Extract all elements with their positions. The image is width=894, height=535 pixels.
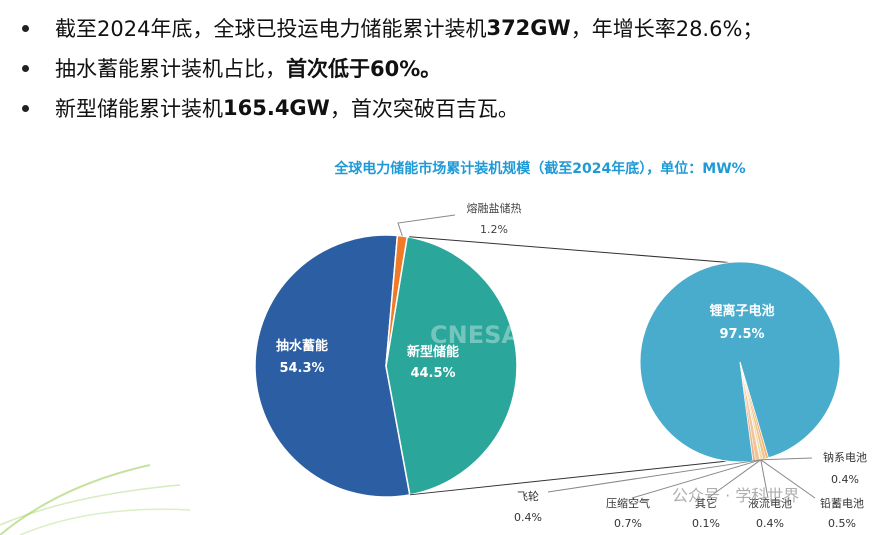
bullet-bold: 165.4GW [223,96,330,120]
bullet-bold: 372GW [486,16,571,40]
slice-value-pumped-storage: 54.3% [279,361,324,376]
bullet-text: 截至2024年底，全球已投运电力储能累计装机 [55,17,487,41]
corner-decoration [0,464,191,535]
slice-label: 其它 [695,496,717,510]
connector-line-top [409,236,736,264]
bullet-dot [22,64,29,72]
slice-label-new-storage: 新型储能 [407,344,459,360]
leader-line [707,459,762,499]
leader-line [631,459,761,499]
pie-slice [254,234,411,498]
slice-value: 0.5% [828,517,856,530]
bullet-tail: ，年增长率28.6%； [570,17,764,41]
bullet-list: 截至2024年底，全球已投运电力储能累计装机 372GW ，年增长率28.6%； … [22,8,882,128]
watermark: CNESA 中国能源研究会储能专委会 中关村储能产业技术联盟 公众号 · 学科世… [430,321,799,505]
leader-line [760,459,769,499]
slice-value-new-storage: 44.5% [410,366,455,381]
slice-label: 液流电池 [748,496,792,510]
main-pie: 抽水蓄能 54.3% 新型储能 44.5% 熔融盐储热 1.2% [254,201,522,498]
slice-label: 钠系电池 [823,450,867,464]
slice-value-lithium: 97.5% [719,327,764,342]
bullet-dot [22,24,29,32]
slice-label-lithium: 锂离子电池 [709,303,774,319]
slice-value: 0.4% [831,473,859,486]
bullet-item: 新型储能累计装机 165.4GW ，首次突破百吉瓦。 [22,88,882,128]
slice-value: 0.1% [692,517,720,530]
secondary-pie: 锂离子电池 97.5% 钠系电池 0.4% 铅蓄电池 0.5% 液流电池 0.4% 其它 0.1%… [514,261,867,530]
pie-slice [385,235,518,496]
bullet-item: 截至2024年底，全球已投运电力储能累计装机 372GW ，年增长率28.6%； [22,8,882,48]
connector-lines [409,236,736,496]
slice-value: 0.7% [614,517,642,530]
slice-label-pumped-storage: 抽水蓄能 [276,338,328,354]
chart-title: 全球电力储能市场累计装机规模（截至2024年底），单位：MW% [333,160,745,177]
slice-label: 压缩空气 [606,496,650,510]
slice-label-molten-salt: 熔融盐储热 [467,201,522,215]
wechat-watermark: 公众号 · 学科世界 [672,486,799,505]
watermark-line2: 中关村储能产业技术联盟 [522,337,632,350]
slice-value: 0.4% [756,517,784,530]
leader-line [760,459,816,499]
leader-line [397,214,456,237]
bullet-text: 抽水蓄能累计装机占比， [55,57,286,81]
leader-line [547,459,761,493]
slice-label: 铅蓄电池 [820,496,864,510]
bullet-item: 抽水蓄能累计装机占比， 首次低于60%。 [22,48,882,88]
bullet-text: 新型储能累计装机 [55,97,223,121]
bullet-tail: ，首次突破百吉瓦。 [329,97,519,121]
bullet-dot [22,104,29,112]
bullet-bold: 首次低于60%。 [286,57,442,81]
connector-line-bottom [409,460,729,496]
leader-line [760,457,813,461]
slice-value: 0.4% [514,511,542,524]
slice-label: 飞轮 [517,489,539,503]
watermark-logo: CNESA [430,321,520,349]
slice-value-molten-salt: 1.2% [480,223,508,236]
watermark-line1: 中国能源研究会储能专委会 [522,322,642,335]
